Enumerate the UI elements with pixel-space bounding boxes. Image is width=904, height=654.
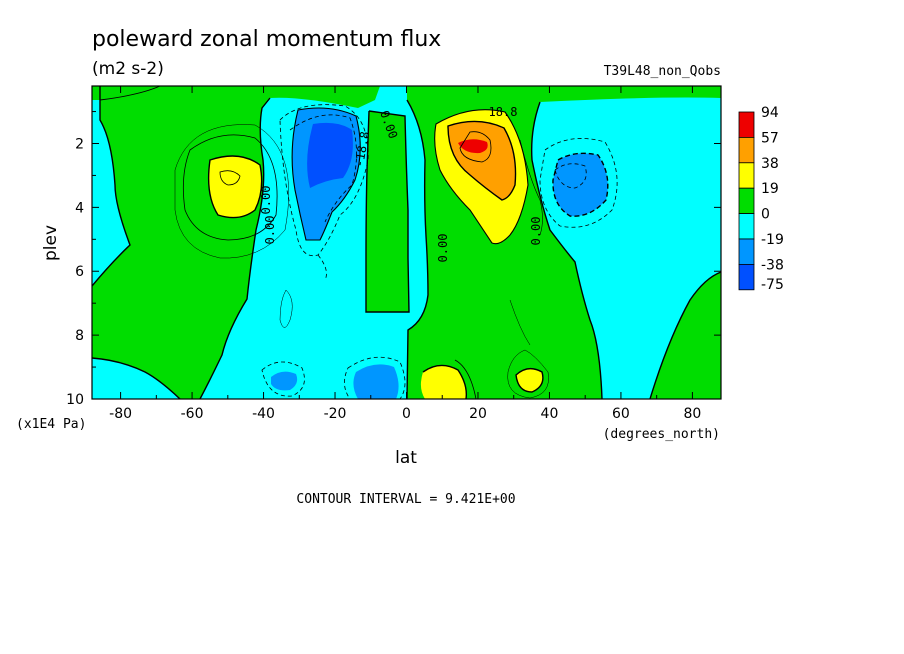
contour-label: 0.00	[436, 234, 450, 263]
chart-title: poleward zonal momentum flux	[92, 27, 441, 52]
x-tick-label: 20	[469, 406, 487, 422]
contour-lines	[174, 124, 549, 399]
x-axis-label: lat	[395, 448, 417, 468]
x-tick-label: 40	[541, 406, 559, 422]
region-central-positive	[366, 111, 409, 312]
y-axis: 2 4 6 8 10	[66, 111, 721, 408]
run-label: T39L48_non_Qobs	[604, 64, 721, 79]
y-unit-label: (x1E4 Pa)	[16, 417, 86, 432]
region-eq-surface-negative	[353, 364, 399, 399]
colorbar-label: -38	[761, 257, 784, 273]
region-nh-jet-core	[458, 139, 488, 154]
x-tick-label: -60	[181, 406, 204, 422]
contour-interval: CONTOUR INTERVAL = 9.421E+00	[296, 492, 515, 507]
x-tick-label: -20	[324, 406, 347, 422]
colorbar-label: 94	[761, 105, 779, 121]
x-tick-label: 80	[683, 406, 701, 422]
region-polar-positive	[92, 86, 160, 100]
y-tick-label: 6	[75, 264, 84, 280]
region-nh-surface-positive-2	[516, 368, 543, 392]
y-tick-label: 8	[75, 328, 84, 344]
region-sh-surface-negative	[271, 371, 298, 391]
contour-label: 18.8	[489, 105, 518, 119]
x-tick-label: -80	[109, 406, 132, 422]
colorbar-swatch	[738, 136, 755, 164]
colorbar-label: -75	[761, 277, 784, 293]
y-tick-label: 2	[75, 136, 84, 152]
contour-lines-negative	[261, 104, 618, 399]
contour-label: 0.00	[263, 216, 277, 245]
y-tick-label: 4	[75, 200, 84, 216]
y-tick-label: 10	[66, 392, 84, 408]
x-tick-label: -40	[252, 406, 275, 422]
colorbar-swatch	[738, 162, 755, 189]
region-np-positive	[650, 272, 721, 399]
colorbar-label: 38	[761, 156, 779, 172]
x-unit-label: (degrees_north)	[603, 427, 720, 442]
contour-label: -18.8	[352, 130, 372, 168]
x-tick-label: 60	[612, 406, 630, 422]
region-sh-midlat-positive	[208, 156, 262, 218]
region-nh-surface-positive-1	[420, 365, 467, 399]
colorbar-swatch	[738, 111, 755, 138]
chart-units: (m2 s-2)	[92, 59, 164, 79]
region-sh-jet-core	[307, 122, 353, 188]
colorbar-label: -19	[761, 232, 784, 248]
x-axis: -80 -60 -40 -20 0 20 40 60 80	[109, 86, 701, 422]
contour-label: 0.00	[259, 186, 273, 215]
colorbar-swatch	[738, 263, 755, 291]
x-tick-label: 0	[402, 406, 411, 422]
region-sh-positive	[92, 86, 380, 399]
colorbar-label: 0	[761, 207, 770, 223]
colorbar: 94 57 38 19 0 -19 -38 -75	[738, 105, 784, 293]
plot-area	[92, 86, 721, 399]
y-axis-label: plev	[41, 225, 61, 261]
colorbar-label: 19	[761, 181, 779, 197]
colorbar-label: 57	[761, 130, 779, 146]
colorbar-swatch	[738, 213, 755, 240]
colorbar-swatch	[738, 238, 755, 265]
zero-contours	[92, 86, 721, 399]
contour-label: 0.00	[529, 217, 543, 246]
colorbar-swatch	[738, 187, 755, 214]
